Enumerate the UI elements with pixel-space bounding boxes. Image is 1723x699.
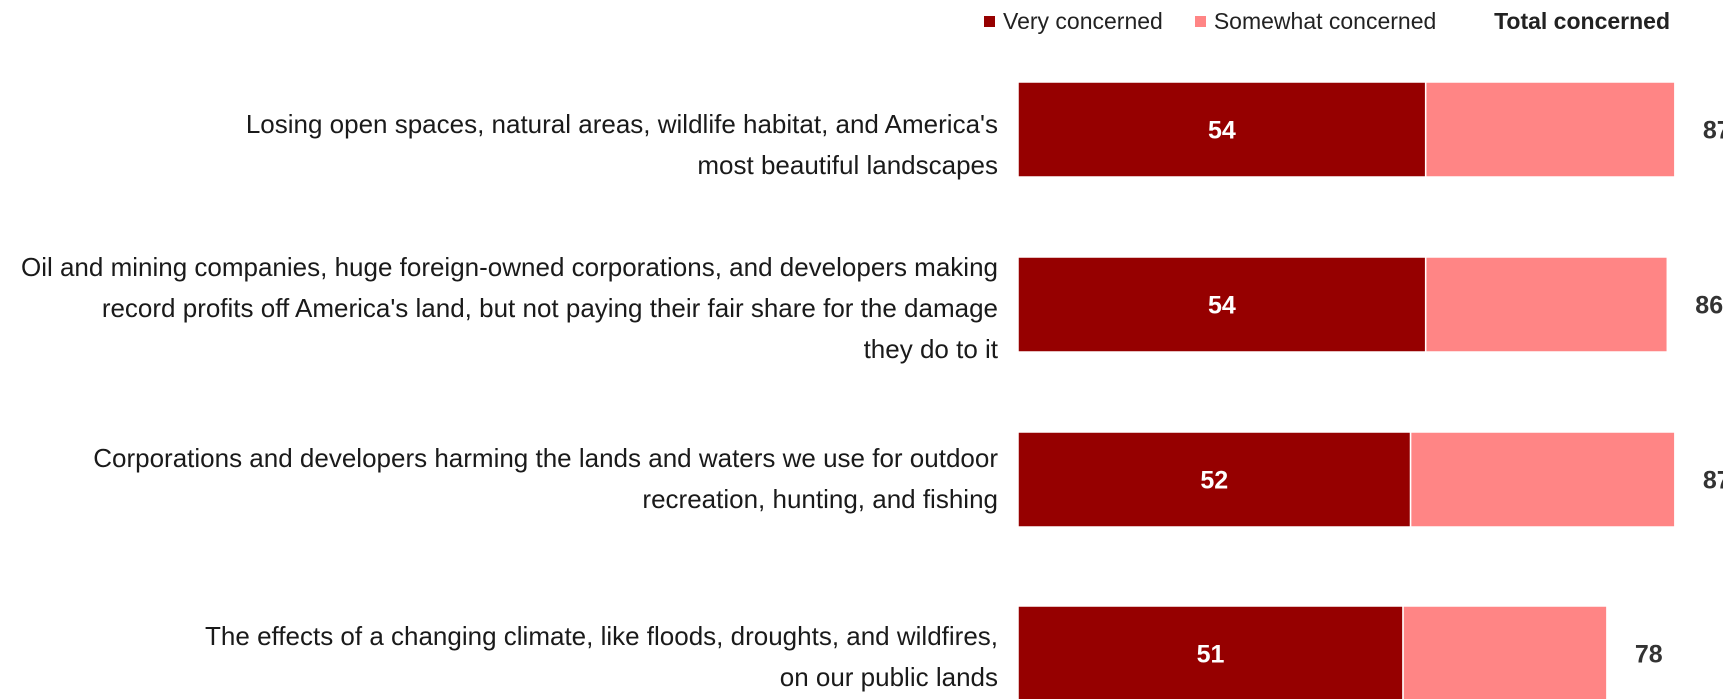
category-label-line: they do to it <box>863 334 998 364</box>
category-label: Losing open spaces, natural areas, wildl… <box>0 104 998 186</box>
category-label: Corporations and developers harming the … <box>0 438 998 520</box>
legend-item-very-concerned: Very concerned <box>984 8 1163 35</box>
category-label-line: most beautiful landscapes <box>697 150 998 180</box>
legend-item-somewhat-concerned: Somewhat concerned <box>1194 7 1437 35</box>
category-label-line: record profits off America's land, but n… <box>101 293 998 323</box>
legend-label-very-concerned: Very concerned <box>1003 7 1163 34</box>
bar-very-concerned <box>1017 431 1412 528</box>
total-value-label: 86 <box>1695 292 1723 320</box>
category-label-line: The effects of a changing climate, like … <box>205 621 998 651</box>
category-label-line: Losing open spaces, natural areas, wildl… <box>245 109 998 139</box>
total-value-label: 87 <box>1703 467 1723 495</box>
bar-somewhat-concerned <box>1424 81 1676 178</box>
category-label: The effects of a changing climate, like … <box>0 616 998 698</box>
legend-label-somewhat-concerned: Somewhat concerned <box>1213 7 1437 34</box>
total-concerned-header: Total concerned <box>1494 8 1670 34</box>
category-label-line: Oil and mining companies, huge foreign-o… <box>20 252 998 282</box>
total-value-label: 87 <box>1703 117 1723 145</box>
bar-somewhat-concerned <box>1424 256 1669 353</box>
data-label-very-concerned: 52 <box>1200 467 1228 495</box>
category-label-line: on our public lands <box>779 662 998 692</box>
bar-somewhat-concerned <box>1402 605 1608 699</box>
total-value-label: 78 <box>1635 641 1663 669</box>
category-label: Oil and mining companies, huge foreign-o… <box>0 247 998 370</box>
legend-swatch-somewhat-concerned <box>1194 15 1206 27</box>
data-label-very-concerned: 54 <box>1208 292 1236 320</box>
legend-swatch-very-concerned <box>984 15 995 27</box>
bar-somewhat-concerned <box>1409 431 1676 528</box>
legend: Very concerned Somewhat concerned <box>984 6 1468 36</box>
category-label-line: recreation, hunting, and fishing <box>642 484 998 514</box>
bar-very-concerned <box>1017 256 1427 353</box>
bar-very-concerned <box>1017 81 1427 178</box>
category-label-line: Corporations and developers harming the … <box>93 443 998 473</box>
bar-very-concerned <box>1017 605 1404 699</box>
data-label-very-concerned: 51 <box>1197 641 1225 669</box>
data-label-very-concerned: 54 <box>1208 117 1236 145</box>
